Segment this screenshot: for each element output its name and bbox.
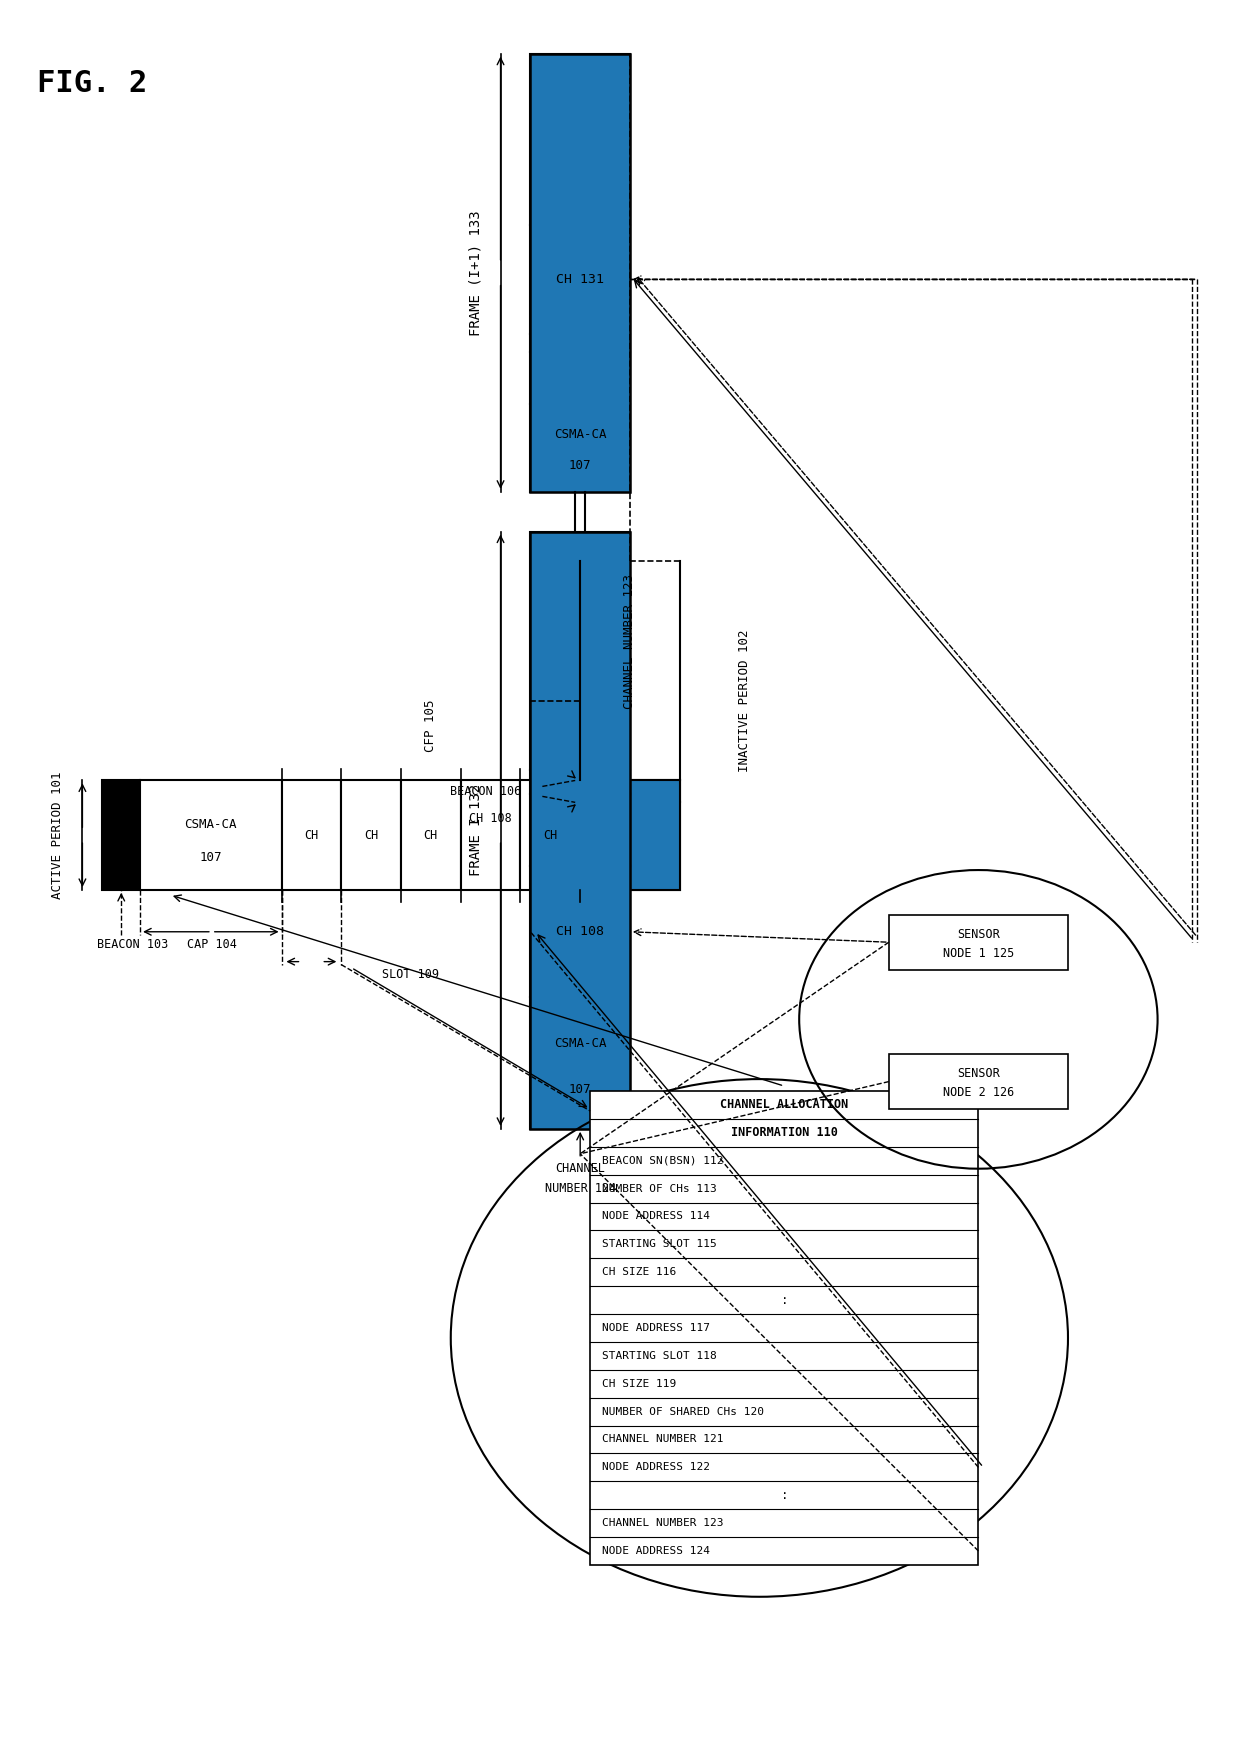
Bar <box>140 780 281 891</box>
Bar <box>590 1091 978 1565</box>
Bar <box>531 794 630 866</box>
Bar <box>531 352 630 405</box>
Text: NODE 2 126: NODE 2 126 <box>942 1086 1014 1098</box>
Bar <box>531 998 630 1128</box>
Text: :: : <box>780 1489 787 1501</box>
Bar <box>531 532 630 1128</box>
Text: CH: CH <box>424 829 438 841</box>
Text: STARTING SLOT 115: STARTING SLOT 115 <box>603 1239 717 1250</box>
Bar <box>580 780 680 803</box>
Text: CHANNEL NUMBER 123: CHANNEL NUMBER 123 <box>624 574 636 709</box>
Text: CH SIZE 116: CH SIZE 116 <box>603 1267 676 1278</box>
Text: CHANNEL NUMBER 121: CHANNEL NUMBER 121 <box>603 1434 724 1445</box>
Text: FIG. 2: FIG. 2 <box>37 69 148 99</box>
Text: BEACON 103: BEACON 103 <box>97 938 167 950</box>
Text: CSMA-CA: CSMA-CA <box>554 1037 606 1051</box>
Text: STARTING SLOT 118: STARTING SLOT 118 <box>603 1352 717 1360</box>
Text: CSMA-CA: CSMA-CA <box>554 428 606 442</box>
Text: CHANNEL NUMBER 123: CHANNEL NUMBER 123 <box>603 1519 724 1528</box>
Bar <box>281 780 341 891</box>
Text: CAP 104: CAP 104 <box>187 938 237 950</box>
Text: SENSOR: SENSOR <box>957 1067 999 1081</box>
Bar <box>341 780 401 891</box>
Text: NODE ADDRESS 122: NODE ADDRESS 122 <box>603 1463 711 1473</box>
Text: NUMBER 124: NUMBER 124 <box>544 1183 616 1195</box>
Bar <box>580 780 680 891</box>
Text: :: : <box>780 1294 787 1306</box>
Bar <box>531 55 630 225</box>
Text: BEACON SN(BSN) 112: BEACON SN(BSN) 112 <box>603 1156 724 1165</box>
Bar <box>531 405 630 491</box>
Text: NODE ADDRESS 114: NODE ADDRESS 114 <box>603 1211 711 1221</box>
Text: CHANNEL: CHANNEL <box>556 1162 605 1176</box>
Text: CH: CH <box>543 829 558 841</box>
Text: SENSOR: SENSOR <box>957 928 999 940</box>
Text: FRAME (I+1) 133: FRAME (I+1) 133 <box>469 209 482 336</box>
Text: CHANNEL ALLOCATION: CHANNEL ALLOCATION <box>720 1098 848 1112</box>
Text: NUMBER OF SHARED CHs 120: NUMBER OF SHARED CHs 120 <box>603 1406 764 1417</box>
Text: BEACON 106: BEACON 106 <box>450 785 521 797</box>
Text: CFP 105: CFP 105 <box>424 699 438 752</box>
Text: NODE ADDRESS 117: NODE ADDRESS 117 <box>603 1324 711 1332</box>
Text: CH SIZE 119: CH SIZE 119 <box>603 1378 676 1389</box>
Text: INACTIVE PERIOD 102: INACTIVE PERIOD 102 <box>738 630 751 773</box>
Bar <box>531 771 630 794</box>
Text: NODE 1 125: NODE 1 125 <box>942 947 1014 959</box>
Bar <box>531 866 630 998</box>
Bar <box>401 780 461 891</box>
Text: NODE ADDRESS 124: NODE ADDRESS 124 <box>603 1545 711 1556</box>
Text: ACTIVE PERIOD 101: ACTIVE PERIOD 101 <box>51 771 64 899</box>
Bar <box>531 532 630 771</box>
Bar <box>461 780 521 891</box>
Text: FRAME I 132: FRAME I 132 <box>469 785 482 876</box>
Text: SLOT 109: SLOT 109 <box>382 968 439 980</box>
Bar <box>531 225 630 334</box>
Text: INFORMATION 110: INFORMATION 110 <box>730 1126 838 1139</box>
Text: CH 108: CH 108 <box>469 813 512 825</box>
Text: CH: CH <box>365 829 378 841</box>
Text: CSMA-CA: CSMA-CA <box>185 818 237 831</box>
Text: NUMBER OF CHs 113: NUMBER OF CHs 113 <box>603 1184 717 1193</box>
Text: CH: CH <box>304 829 319 841</box>
Bar <box>889 1054 1068 1109</box>
Bar <box>531 334 630 352</box>
Text: 107: 107 <box>569 1082 591 1096</box>
Bar <box>521 780 580 891</box>
Bar <box>889 915 1068 970</box>
Text: CH 108: CH 108 <box>557 926 604 938</box>
Text: CH 131: CH 131 <box>557 273 604 285</box>
Text: 107: 107 <box>200 850 222 864</box>
Text: 107: 107 <box>569 459 591 472</box>
Bar <box>531 55 630 491</box>
Bar <box>103 780 140 891</box>
Bar <box>580 803 680 891</box>
